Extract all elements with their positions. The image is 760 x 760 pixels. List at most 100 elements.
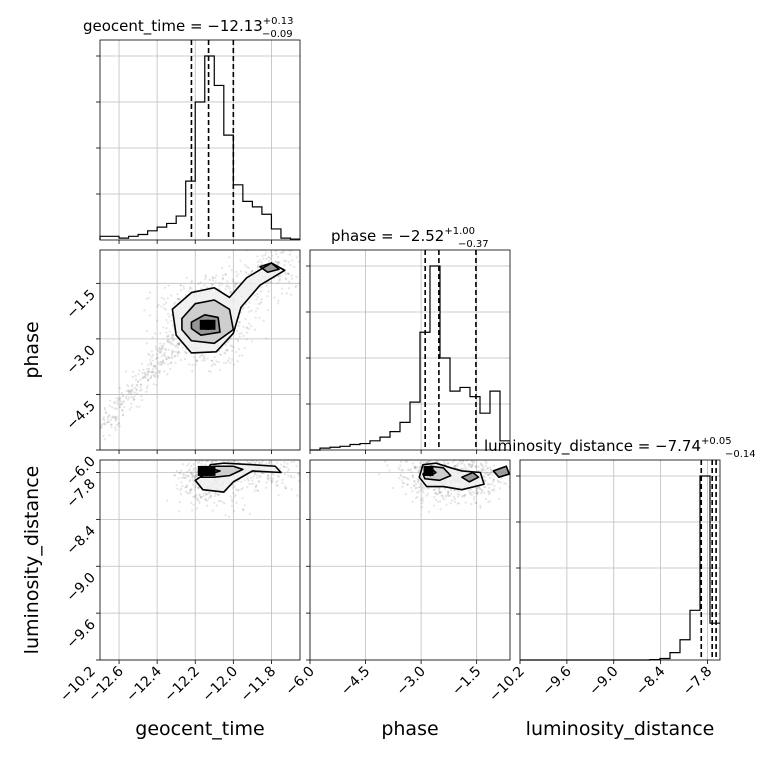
sample-point [291, 259, 294, 262]
sample-point [224, 344, 227, 347]
sample-point [190, 501, 193, 504]
sample-point [234, 270, 238, 273]
sample-point [166, 373, 169, 376]
sample-point [189, 491, 192, 494]
sample-point [222, 362, 226, 365]
sample-point [158, 371, 161, 374]
sample-point [194, 467, 197, 470]
sample-point [228, 287, 231, 290]
sample-point [234, 286, 237, 289]
sample-point [188, 468, 191, 471]
sample-point [115, 407, 118, 410]
sample-point [130, 406, 133, 409]
sample-point [386, 464, 389, 467]
sample-point [224, 514, 227, 517]
sample-point [405, 460, 409, 463]
sample-point [131, 388, 134, 391]
sample-point [277, 475, 280, 478]
sample-point [481, 489, 484, 492]
sample-point [166, 335, 169, 338]
sample-point [411, 462, 415, 465]
sample-point [255, 484, 258, 487]
sample-point [420, 498, 423, 501]
sample-point [143, 374, 146, 378]
sample-point [190, 487, 193, 490]
sample-point [164, 347, 167, 351]
sample-point [275, 252, 278, 256]
sample-point [454, 465, 457, 468]
sample-point [145, 330, 149, 333]
sample-point [145, 390, 148, 393]
sample-point [296, 494, 299, 497]
sample-point [235, 329, 239, 332]
density-geocent-time-vs-phase: −1.5−3.0−4.5−6.0 [63, 249, 301, 489]
sample-point [274, 260, 277, 263]
sample-point [186, 464, 189, 467]
sample-point [248, 301, 251, 304]
sample-point [439, 500, 442, 503]
sample-point [219, 368, 222, 372]
sample-point [115, 424, 118, 427]
sample-point [474, 465, 477, 468]
sample-point [464, 468, 468, 471]
sample-point [166, 499, 169, 502]
sample-point [120, 392, 124, 395]
sample-point [197, 499, 200, 502]
sample-point [114, 419, 117, 422]
sample-point [165, 358, 168, 361]
sample-point [274, 250, 277, 253]
sample-point [489, 499, 492, 503]
sample-point [233, 285, 236, 288]
sample-point [113, 407, 116, 410]
sample-point [293, 476, 296, 479]
sample-point [258, 462, 261, 465]
sample-point [202, 495, 205, 498]
sample-point [160, 344, 164, 347]
sample-point [285, 292, 288, 295]
sample-point [237, 272, 240, 276]
sample-point [256, 255, 259, 258]
sample-point [105, 411, 108, 415]
sample-point [104, 411, 108, 414]
sample-point [479, 506, 482, 509]
sample-point [150, 350, 154, 353]
sample-point [482, 465, 485, 468]
sample-point [177, 298, 181, 301]
sample-point [492, 478, 495, 481]
sample-point [267, 461, 270, 464]
sample-point [251, 340, 254, 343]
sample-point [212, 362, 215, 365]
sample-point [406, 468, 410, 471]
sample-point [218, 284, 221, 287]
sample-point [240, 480, 243, 484]
sample-point [159, 362, 163, 366]
sample-point [229, 495, 232, 498]
sample-point [197, 486, 201, 489]
sample-point [233, 460, 236, 463]
sample-point [440, 490, 443, 493]
sample-point [227, 357, 231, 360]
sample-point [247, 479, 250, 482]
sample-point [213, 494, 216, 498]
sample-point [106, 421, 109, 424]
density-core [199, 319, 210, 330]
xlabel-geocent-time: geocent_time [135, 718, 264, 740]
ylabel-phase: phase [21, 321, 43, 378]
sample-point [436, 500, 440, 504]
sample-point [245, 331, 249, 334]
sample-point [461, 460, 464, 462]
sample-point [193, 475, 196, 478]
sample-point [247, 461, 250, 465]
sample-point [184, 476, 188, 480]
sample-point [207, 497, 210, 500]
sample-point [455, 463, 458, 467]
sample-point [206, 357, 209, 360]
sample-point [253, 294, 256, 297]
sample-point [270, 481, 274, 484]
sample-point [103, 422, 106, 425]
title-luminosity-distance: luminosity_distance = −7.74+0.05 −0.14 [484, 436, 756, 460]
sample-point [289, 293, 293, 296]
sample-point [154, 364, 157, 367]
sample-point [142, 376, 145, 379]
